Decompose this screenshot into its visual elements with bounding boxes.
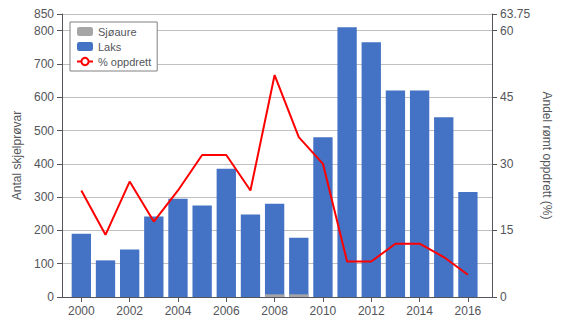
svg-text:2000: 2000 [68,304,95,318]
svg-text:2004: 2004 [165,304,192,318]
svg-text:Andel rømt oppdrett (%): Andel rømt oppdrett (%) [540,91,554,219]
svg-text:2014: 2014 [406,304,433,318]
svg-text:% oppdrett: % oppdrett [98,56,151,68]
svg-text:100: 100 [34,257,54,271]
svg-text:Antal skjelprøvar: Antal skjelprøvar [10,111,24,200]
svg-text:2016: 2016 [455,304,482,318]
svg-text:300: 300 [34,190,54,204]
svg-text:700: 700 [34,57,54,71]
svg-text:500: 500 [34,124,54,138]
svg-text:200: 200 [34,223,54,237]
svg-text:850: 850 [34,7,54,21]
svg-text:400: 400 [34,157,54,171]
svg-text:800: 800 [34,24,54,38]
svg-text:2010: 2010 [310,304,337,318]
svg-text:45: 45 [500,90,514,104]
svg-text:Sjøaure: Sjøaure [98,26,137,38]
svg-text:63.75: 63.75 [500,7,530,21]
svg-text:0: 0 [47,290,54,304]
svg-text:60: 60 [500,24,514,38]
svg-text:600: 600 [34,90,54,104]
svg-text:0: 0 [500,290,507,304]
svg-text:30: 30 [500,157,514,171]
svg-text:2002: 2002 [116,304,143,318]
svg-text:2012: 2012 [358,304,385,318]
svg-text:15: 15 [500,223,514,237]
svg-text:2006: 2006 [213,304,240,318]
svg-text:Laks: Laks [98,41,122,53]
svg-text:2008: 2008 [261,304,288,318]
